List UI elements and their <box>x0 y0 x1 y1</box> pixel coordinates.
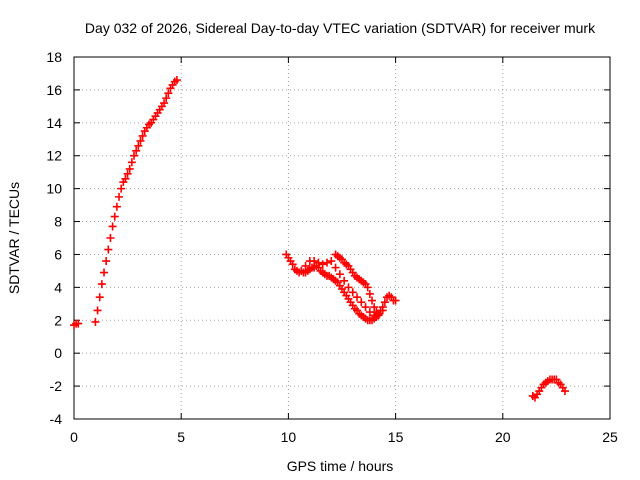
data-point-marker <box>164 89 173 98</box>
y-tick-label: 8 <box>54 214 62 230</box>
data-point-marker <box>110 212 119 221</box>
data-point-marker <box>95 293 104 302</box>
data-point-marker <box>117 184 126 193</box>
data-point-marker <box>102 257 111 266</box>
y-tick-label: -4 <box>50 411 63 427</box>
data-points <box>70 76 569 402</box>
y-tick-label: -2 <box>50 378 63 394</box>
chart-title: Day 032 of 2026, Sidereal Day-to-day VTE… <box>85 20 596 36</box>
plot-frame <box>73 56 611 420</box>
x-tick-label: 0 <box>70 429 78 445</box>
x-tick-label: 5 <box>177 429 185 445</box>
data-point-marker <box>112 202 121 211</box>
data-point-marker <box>365 289 374 298</box>
data-point-marker <box>104 245 113 254</box>
data-point-marker <box>127 158 136 167</box>
data-point-marker <box>357 298 366 307</box>
y-tick-label: 2 <box>54 312 62 328</box>
data-point-marker <box>560 387 569 396</box>
data-point-marker <box>370 303 379 312</box>
data-point-marker <box>125 164 134 173</box>
data-point-marker <box>288 260 297 269</box>
y-tick-label: 10 <box>46 181 62 197</box>
data-point-marker <box>353 293 362 302</box>
data-point-marker <box>93 306 102 315</box>
data-point-marker <box>160 99 169 108</box>
data-point-marker <box>314 258 323 267</box>
y-tick-label: 0 <box>54 345 62 361</box>
data-point-marker <box>123 169 132 178</box>
data-point-marker <box>138 131 147 140</box>
data-point-marker <box>344 283 353 292</box>
data-point-marker <box>121 174 130 183</box>
data-point-marker <box>310 257 319 266</box>
data-point-marker <box>134 141 143 150</box>
y-tick-label: 14 <box>46 115 62 131</box>
data-point-marker <box>348 288 357 297</box>
data-point-marker <box>130 151 139 160</box>
x-axis-ticks: 0 5 10 15 20 25 <box>70 57 618 445</box>
data-point-marker <box>136 136 145 145</box>
y-tick-label: 16 <box>46 82 62 98</box>
y-tick-label: 18 <box>46 49 62 65</box>
y-tick-label: 4 <box>54 279 62 295</box>
y-tick-label: 6 <box>54 246 62 262</box>
x-tick-label: 10 <box>281 429 297 445</box>
data-point-marker <box>391 296 400 305</box>
data-point-marker <box>74 319 83 328</box>
data-point-marker <box>363 283 372 292</box>
data-point-marker <box>97 280 106 289</box>
x-tick-label: 15 <box>388 429 404 445</box>
data-point-marker <box>318 260 327 269</box>
data-point-marker <box>327 257 336 266</box>
data-point-marker <box>132 146 141 155</box>
y-axis-label: SDTVAR / TECUs <box>6 182 22 294</box>
data-point-marker <box>297 266 306 275</box>
data-point-marker <box>331 263 340 272</box>
x-tick-label: 25 <box>602 429 618 445</box>
data-point-marker <box>91 317 100 326</box>
data-point-marker <box>115 192 124 201</box>
data-point-marker <box>380 298 389 307</box>
y-axis-ticks: -4 -2 0 2 4 6 8 10 12 14 16 18 <box>46 49 610 427</box>
data-point-marker <box>378 306 387 315</box>
data-point-marker <box>108 222 117 231</box>
data-point-marker <box>301 261 310 270</box>
data-point-marker <box>374 311 383 320</box>
y-tick-label: 12 <box>46 148 62 164</box>
data-point-marker <box>368 296 377 305</box>
data-point-marker <box>361 303 370 312</box>
data-point-marker <box>106 234 115 242</box>
data-point-marker <box>100 268 109 277</box>
data-point-marker <box>340 276 349 285</box>
x-axis-label: GPS time / hours <box>287 458 394 474</box>
data-point-marker <box>172 76 181 85</box>
data-point-marker <box>335 270 344 279</box>
x-tick-label: 20 <box>495 429 511 445</box>
data-point-marker <box>322 258 331 267</box>
data-point-marker <box>162 94 171 103</box>
